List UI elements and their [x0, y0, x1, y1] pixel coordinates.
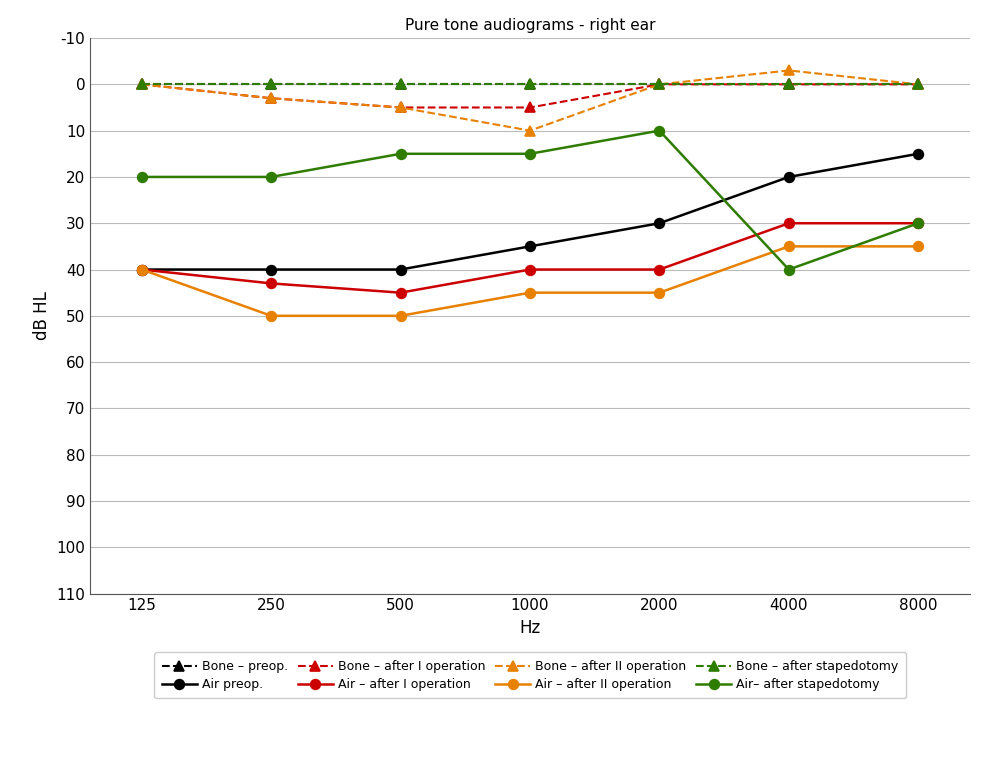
Bone – after I operation [395, 103, 407, 112]
Air – after I operation [912, 218, 924, 228]
Bone – preop. [136, 80, 148, 89]
Bone – preop. [783, 80, 795, 89]
Line: Air– after stapedotomy: Air– after stapedotomy [137, 126, 923, 275]
Air preop. [524, 242, 536, 251]
Line: Bone – after I operation: Bone – after I operation [137, 79, 923, 113]
Bone – preop. [395, 80, 407, 89]
Bone – after I operation [265, 94, 277, 103]
Air – after I operation [265, 279, 277, 288]
Air preop. [783, 173, 795, 182]
Bone – after stapedotomy [265, 80, 277, 89]
Line: Air – after I operation: Air – after I operation [137, 218, 923, 298]
Bone – after II operation [395, 103, 407, 112]
Bone – after I operation [136, 80, 148, 89]
Line: Air – after II operation: Air – after II operation [137, 241, 923, 320]
Bone – preop. [524, 80, 536, 89]
Air preop. [395, 265, 407, 274]
Air – after I operation [653, 265, 665, 274]
Air – after I operation [395, 288, 407, 298]
Air – after II operation [395, 311, 407, 320]
Air– after stapedotomy [783, 265, 795, 274]
Air – after I operation [524, 265, 536, 274]
Air– after stapedotomy [524, 149, 536, 158]
Air – after II operation [783, 242, 795, 251]
Air – after II operation [136, 265, 148, 274]
Line: Air preop.: Air preop. [137, 149, 923, 275]
Air– after stapedotomy [265, 173, 277, 182]
Air preop. [265, 265, 277, 274]
Line: Bone – after II operation: Bone – after II operation [137, 65, 923, 135]
Air – after II operation [912, 242, 924, 251]
Bone – after stapedotomy [524, 80, 536, 89]
Air– after stapedotomy [912, 218, 924, 228]
Air – after II operation [265, 311, 277, 320]
Bone – after stapedotomy [136, 80, 148, 89]
Bone – preop. [912, 80, 924, 89]
Bone – after stapedotomy [653, 80, 665, 89]
Y-axis label: dB HL: dB HL [33, 291, 51, 340]
Air – after I operation [783, 218, 795, 228]
Bone – after I operation [912, 80, 924, 89]
Line: Bone – after stapedotomy: Bone – after stapedotomy [137, 79, 923, 89]
Air– after stapedotomy [395, 149, 407, 158]
Bone – after II operation [265, 94, 277, 103]
Bone – after II operation [653, 80, 665, 89]
Air – after I operation [136, 265, 148, 274]
X-axis label: Hz: Hz [519, 619, 541, 637]
Air preop. [912, 149, 924, 158]
Bone – after I operation [653, 80, 665, 89]
Title: Pure tone audiograms - right ear: Pure tone audiograms - right ear [405, 18, 655, 33]
Bone – after stapedotomy [912, 80, 924, 89]
Bone – after II operation [136, 80, 148, 89]
Air preop. [136, 265, 148, 274]
Air – after II operation [524, 288, 536, 298]
Line: Bone – preop.: Bone – preop. [137, 79, 923, 89]
Bone – after II operation [524, 126, 536, 135]
Air – after II operation [653, 288, 665, 298]
Air– after stapedotomy [136, 173, 148, 182]
Bone – after I operation [524, 103, 536, 112]
Bone – after II operation [783, 66, 795, 75]
Bone – after stapedotomy [395, 80, 407, 89]
Air– after stapedotomy [653, 126, 665, 135]
Bone – preop. [653, 80, 665, 89]
Bone – after stapedotomy [783, 80, 795, 89]
Air preop. [653, 218, 665, 228]
Bone – after I operation [783, 80, 795, 89]
Legend: Bone – preop., Air preop., Bone – after I operation, Air – after I operation, Bo: Bone – preop., Air preop., Bone – after … [154, 652, 906, 699]
Bone – after II operation [912, 80, 924, 89]
Bone – preop. [265, 80, 277, 89]
